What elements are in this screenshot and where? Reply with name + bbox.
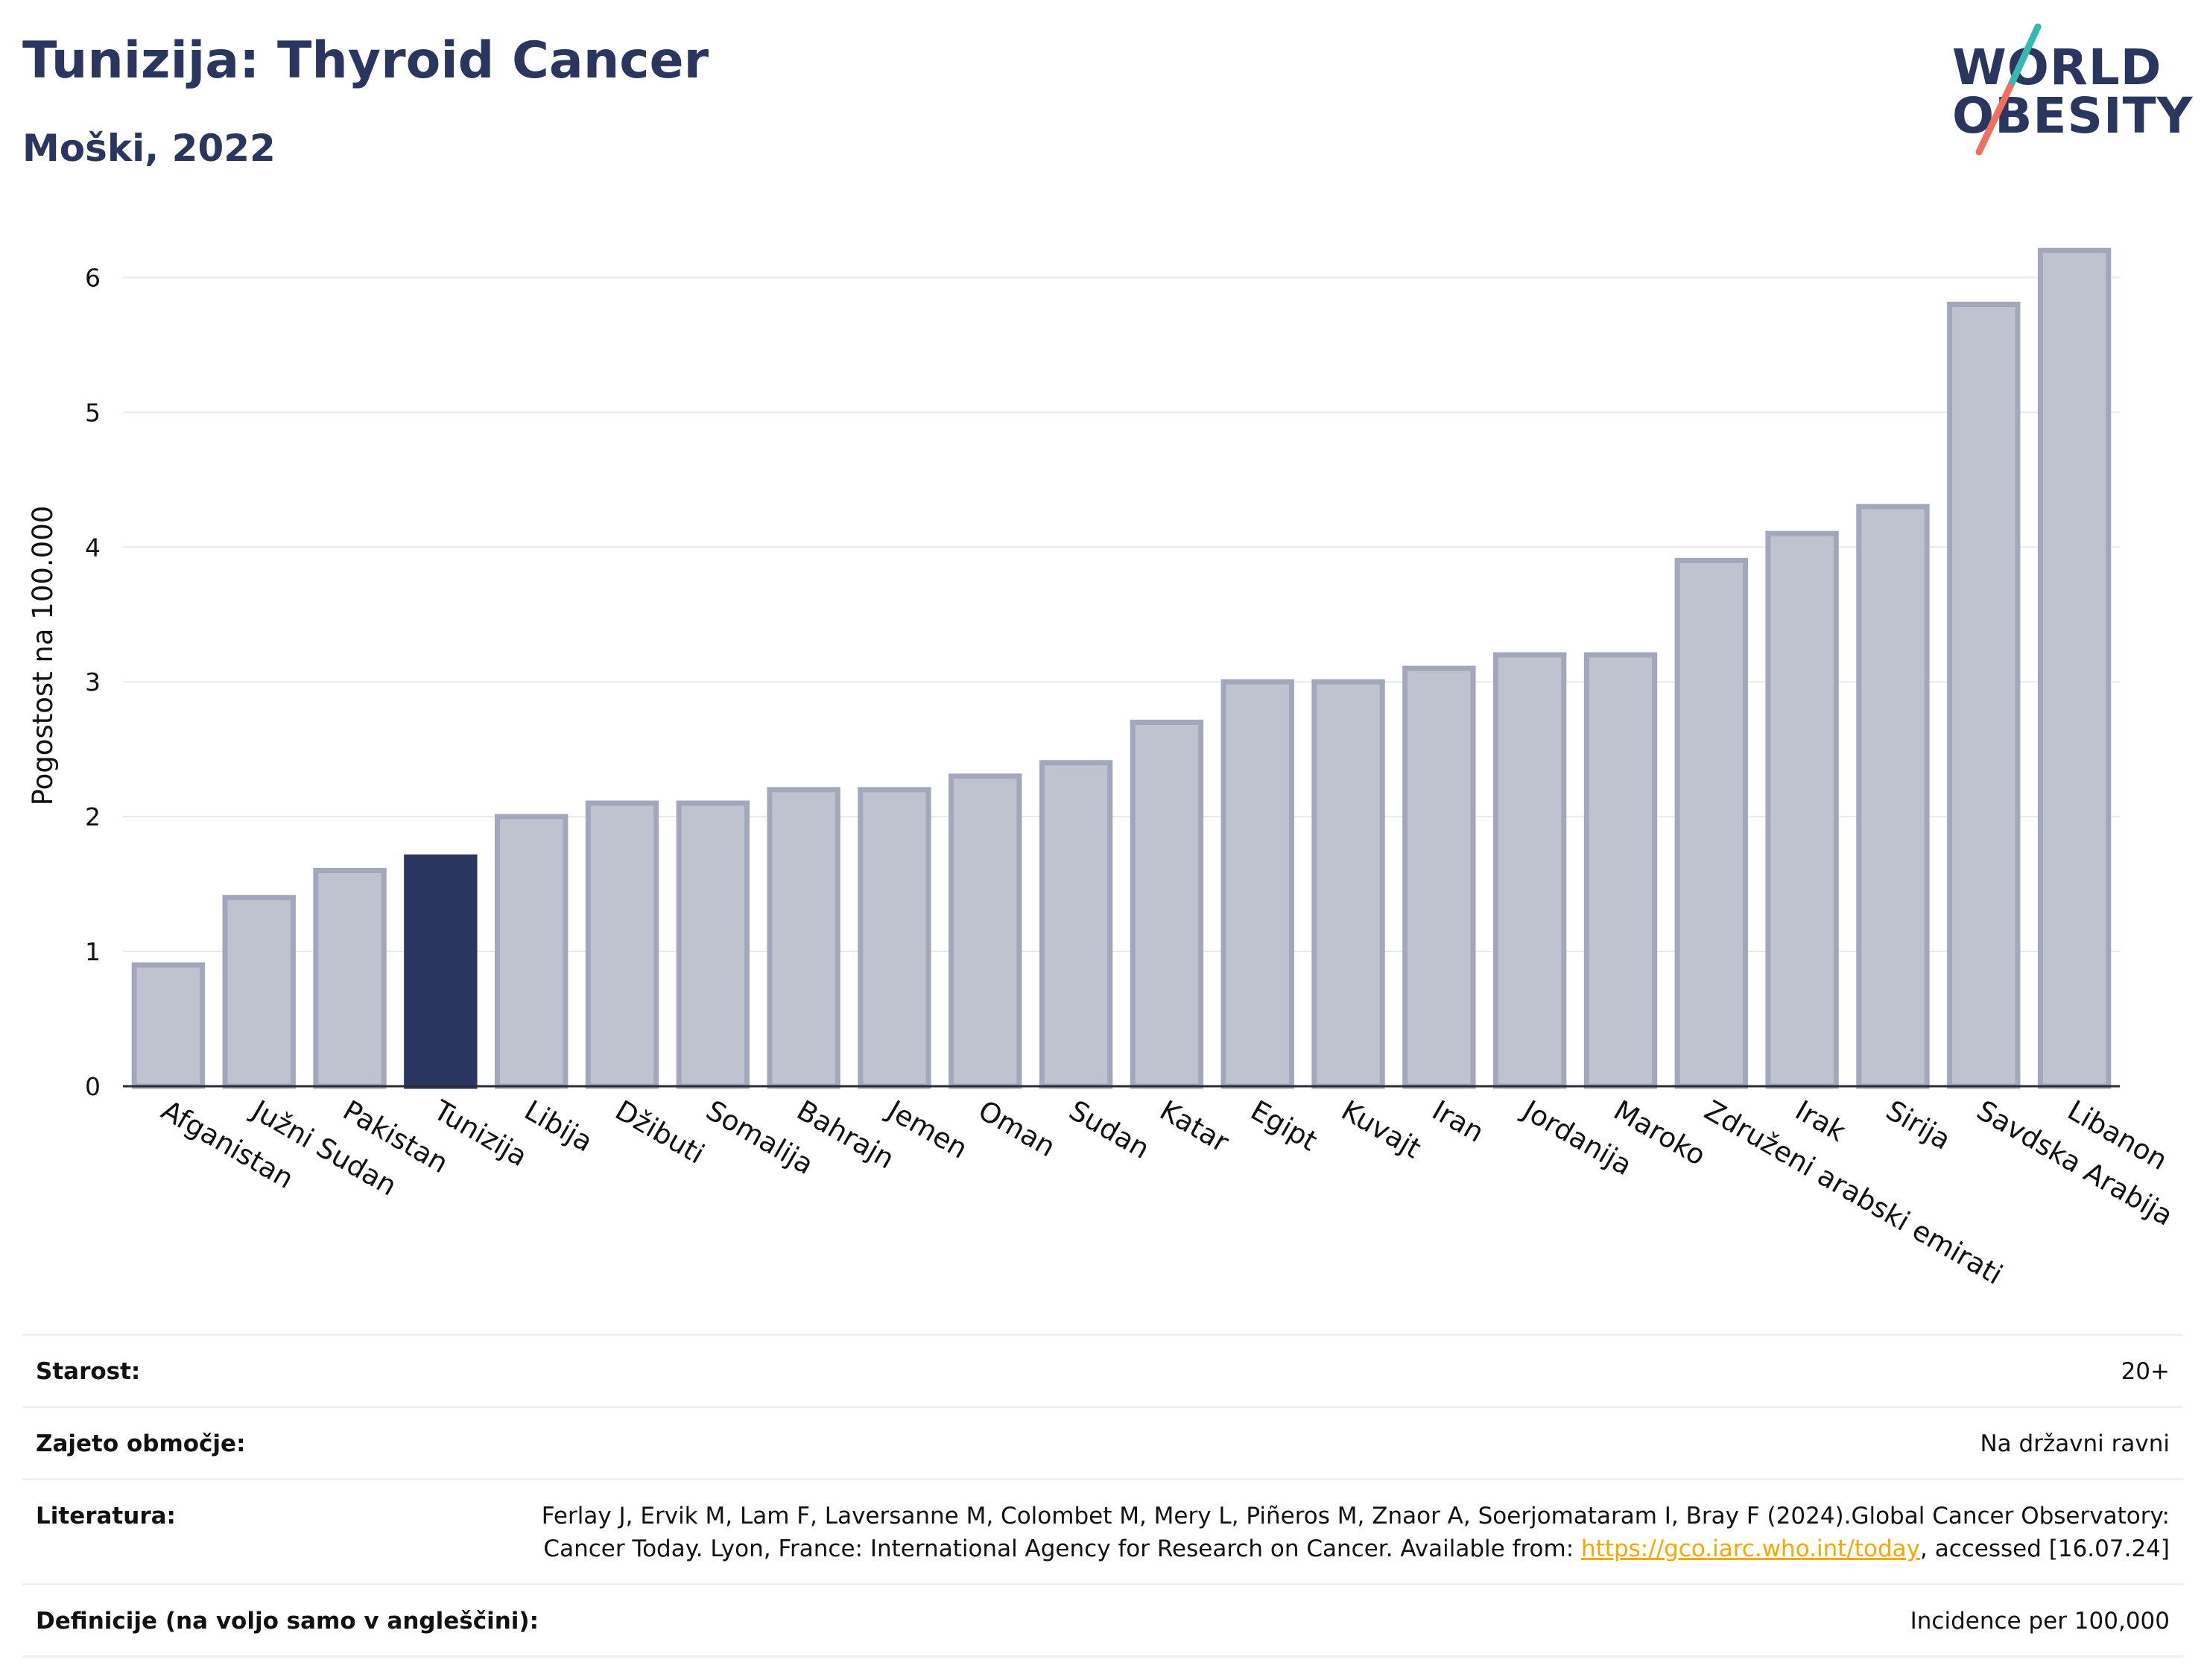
y-tick-label: 2 (85, 802, 101, 831)
bar-sudan (1039, 760, 1113, 1089)
info-label: Zajeto območje: (36, 1430, 246, 1457)
logo-slash-icon (1975, 23, 2042, 156)
page-title: Tunizija: Thyroid Cancer (22, 31, 709, 90)
x-tick-label: Združeni arabski emirati (1699, 1094, 2007, 1291)
citation-text: Ferlay J, Ervik M, Lam F, Laversanne M, … (541, 1503, 2170, 1562)
citation-link[interactable]: https://gco.iarc.who.int/today (1581, 1535, 1920, 1562)
info-label: Starost: (36, 1358, 141, 1385)
chart-info-table: Starost: 20+ Zajeto območje: Na državni … (22, 1334, 2183, 1658)
x-tick-label: Egipt (1245, 1094, 1323, 1158)
bar-maroko (1583, 652, 1658, 1089)
bar-bahrajn (767, 787, 840, 1089)
bars (131, 247, 2112, 1089)
bar-libija (495, 814, 569, 1089)
bar-kuvajt (1311, 679, 1385, 1089)
info-row-coverage: Zajeto območje: Na državni ravni (22, 1406, 2183, 1478)
info-value: Ferlay J, Ervik M, Lam F, Laversanne M, … (531, 1500, 2170, 1565)
bar-katar (1130, 719, 1204, 1089)
y-axis-label: Pogostost na 100.000 (27, 506, 59, 806)
bar-sirija (1856, 504, 1930, 1089)
x-tick-label: Irak (1790, 1094, 1852, 1149)
x-tick-label: Sudan (1064, 1094, 1155, 1166)
y-tick-label: 5 (85, 398, 101, 427)
citation-accessed: , accessed [16.07.24] (1919, 1535, 2170, 1562)
info-label: Definicije (na voljo samo v angleščini): (36, 1608, 539, 1635)
bar-oman (949, 773, 1022, 1089)
world-obesity-logo: WORLD OBESITY (1937, 21, 2192, 162)
bar-južni-sudan (222, 895, 296, 1089)
x-tick-label: Oman (973, 1094, 1061, 1164)
info-value: 20+ (2121, 1358, 2170, 1385)
bar-egipt (1220, 679, 1294, 1089)
x-tick-label: Katar (1154, 1094, 1235, 1159)
info-label: Literatura: (36, 1503, 176, 1530)
x-tick-label: Libija (519, 1094, 598, 1158)
x-tick-label: Sirija (1881, 1094, 1956, 1156)
bar-irak (1765, 530, 1839, 1089)
info-row-literature: Literatura: Ferlay J, Ervik M, Lam F, La… (22, 1478, 2183, 1583)
y-axis-ticks: 0 1 2 3 4 5 6 (85, 263, 101, 1101)
info-row-definitions: Definicije (na voljo samo v angleščini):… (22, 1583, 2183, 1658)
bar-pakistan (313, 868, 387, 1089)
bar-tunizija (404, 854, 478, 1089)
page-subtitle: Moški, 2022 (22, 127, 276, 170)
logo-word-2: OBESITY (1952, 87, 2194, 145)
x-tick-label: Kuvajt (1336, 1094, 1426, 1165)
info-value: Incidence per 100,000 (1910, 1608, 2170, 1635)
bar-iran (1402, 665, 1476, 1089)
bar-savdska-arabija (1947, 302, 2021, 1089)
bar-somalija (676, 800, 750, 1089)
x-tick-label: Iran (1427, 1094, 1489, 1149)
info-value: Na državni ravni (1980, 1430, 2170, 1457)
y-tick-label: 6 (85, 263, 101, 292)
bar-džibuti (585, 800, 659, 1089)
bar-jordanija (1493, 652, 1567, 1089)
y-tick-label: 4 (85, 533, 101, 562)
y-tick-label: 0 (85, 1072, 101, 1101)
bar-libanon (2037, 247, 2112, 1089)
x-tick-label: Džibuti (610, 1094, 710, 1170)
bar-afganistan (131, 962, 206, 1089)
logo-word-1: WORLD (1952, 39, 2162, 96)
y-tick-label: 1 (85, 937, 101, 966)
y-tick-label: 3 (85, 668, 101, 697)
bar-jemen (858, 787, 931, 1089)
bar-združeni-arabski-emirati (1674, 557, 1749, 1089)
info-row-age: Starost: 20+ (22, 1334, 2183, 1406)
